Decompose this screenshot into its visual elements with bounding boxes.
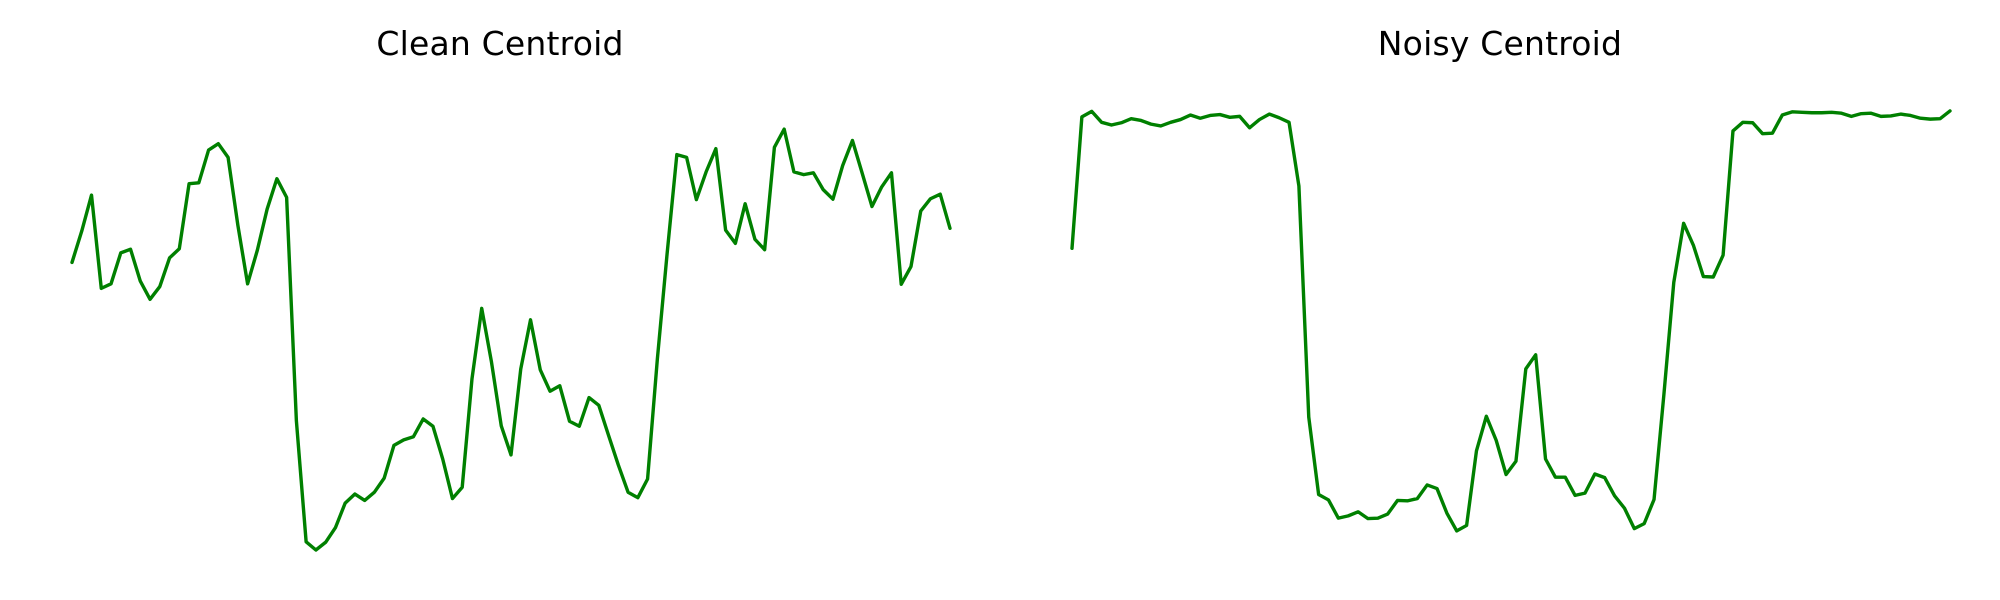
chart-title-noisy: Noisy Centroid xyxy=(1377,24,1623,63)
chart-clean-centroid xyxy=(70,127,952,552)
chart-title-clean: Clean Centroid xyxy=(376,24,624,63)
series-line-clean xyxy=(70,127,952,552)
series-line-noisy xyxy=(1070,109,1952,533)
chart-panel-clean: Clean Centroid xyxy=(70,24,952,552)
chart-noisy-centroid xyxy=(1070,109,1952,533)
chart-panel-noisy: Noisy Centroid xyxy=(1000,0,2000,600)
